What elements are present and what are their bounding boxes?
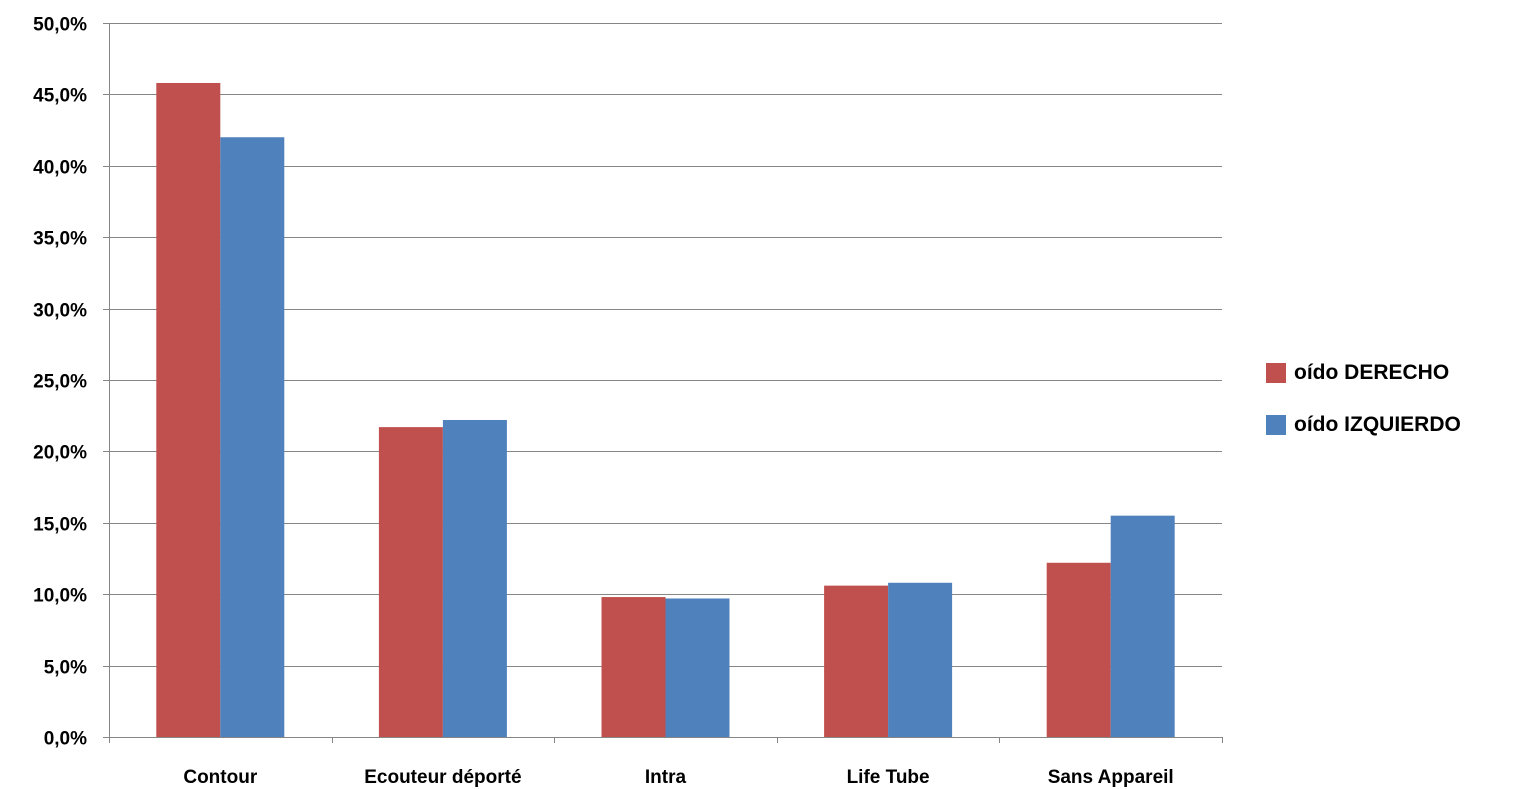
bar-contour-series-2 [220, 137, 285, 738]
x-tick-label: Intra [645, 767, 687, 788]
x-tick-label: Life Tube [847, 767, 930, 788]
x-tick-label: Contour [183, 767, 257, 788]
y-axis-tick-labels: 0,0% 5,0% 10,0% 15,0% 20,0% 25,0% 30,0% 35,0% 40… [33, 15, 87, 750]
legend: oído DERECHO oído IZQUIERDO [1266, 358, 1506, 462]
y-tick-label: 30,0% [33, 301, 87, 322]
x-tick-label: Ecouteur déporté [364, 767, 521, 788]
bar-sans-appareil-series-2 [1110, 515, 1175, 737]
legend-swatch-derecho [1266, 363, 1286, 383]
bar-contour-series-1 [156, 82, 221, 737]
legend-label-derecho: oído DERECHO [1294, 361, 1450, 384]
bar-life-tube-series-2 [888, 582, 953, 737]
x-tick-label: Sans Appareil [1048, 767, 1174, 788]
axes [103, 23, 1222, 743]
y-tick-label: 0,0% [44, 729, 87, 750]
bars [156, 82, 1175, 738]
bar-intra-series-2 [665, 598, 730, 737]
y-tick-label: 20,0% [33, 443, 87, 464]
y-tick-label: 15,0% [33, 515, 87, 536]
legend-item-derecho: oído DERECHO [1266, 358, 1506, 388]
bar-intra-series-1 [601, 597, 666, 737]
y-tick-label: 25,0% [33, 372, 87, 393]
y-tick-label: 50,0% [33, 15, 87, 36]
y-tick-label: 35,0% [33, 229, 87, 250]
y-tick-label: 40,0% [33, 158, 87, 179]
y-tick-label: 5,0% [44, 658, 87, 679]
legend-swatch-izquierdo [1266, 415, 1286, 435]
y-tick-label: 10,0% [33, 586, 87, 607]
bar-sans-appareil-series-1 [1046, 562, 1111, 737]
legend-item-izquierdo: oído IZQUIERDO [1266, 410, 1506, 440]
legend-label-izquierdo: oído IZQUIERDO [1294, 413, 1461, 436]
gridlines [103, 23, 1222, 738]
bar-ecouteur-d-port--series-2 [442, 419, 507, 737]
bar-life-tube-series-1 [824, 585, 889, 737]
y-tick-label: 45,0% [33, 86, 87, 107]
x-axis-tick-labels: Contour Ecouteur déporté Intra Life Tube San… [183, 737, 1223, 788]
bar-ecouteur-d-port--series-1 [378, 427, 443, 737]
